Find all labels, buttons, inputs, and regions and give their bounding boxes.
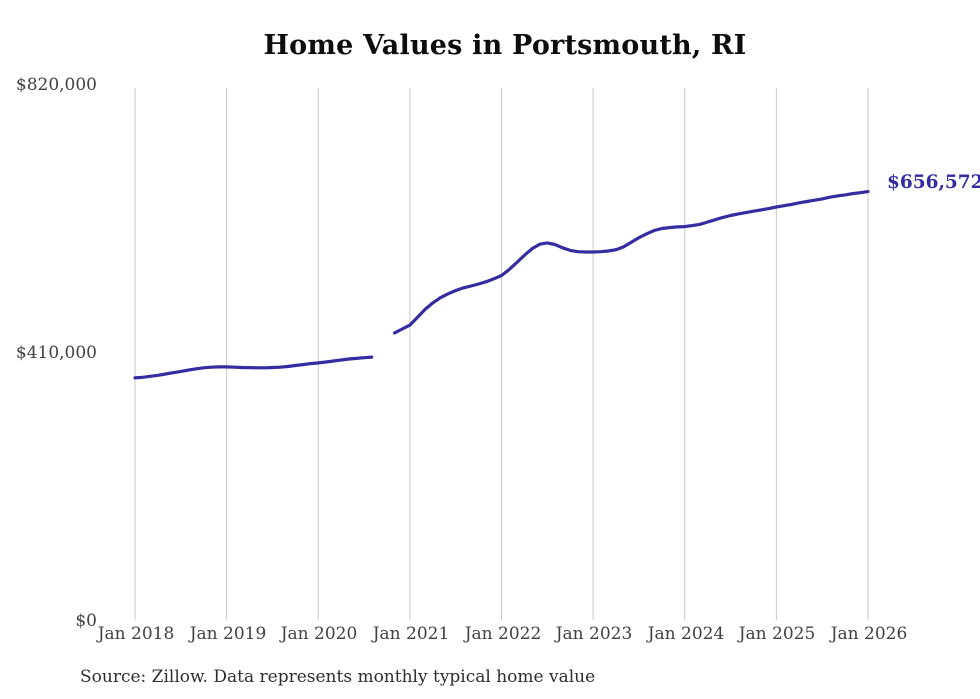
x-tick-label-2021: Jan 2021 <box>372 624 450 644</box>
x-tick-label-2020: Jan 2020 <box>280 624 358 644</box>
y-tick-label-0: $0 <box>75 611 97 631</box>
x-tick-label-2022: Jan 2022 <box>464 624 542 644</box>
y-tick-label-410000: $410,000 <box>15 343 97 363</box>
chart-title: Home Values in Portsmouth, RI <box>263 30 747 61</box>
x-tick-label-2023: Jan 2023 <box>555 624 633 644</box>
price-line-segment-1 <box>133 355 374 380</box>
end-value-label: $656,572 <box>887 172 980 193</box>
price-line-segment-2 <box>393 190 870 335</box>
x-tick-label-2024: Jan 2024 <box>647 624 725 644</box>
source-note: Source: Zillow. Data represents monthly … <box>80 667 596 687</box>
x-tick-label-2019: Jan 2019 <box>189 624 267 644</box>
x-tick-label-2025: Jan 2025 <box>738 624 816 644</box>
y-tick-label-820000: $820,000 <box>15 75 97 95</box>
x-tick-label-2026: Jan 2026 <box>830 624 908 644</box>
x-tick-label-2018: Jan 2018 <box>97 624 175 644</box>
